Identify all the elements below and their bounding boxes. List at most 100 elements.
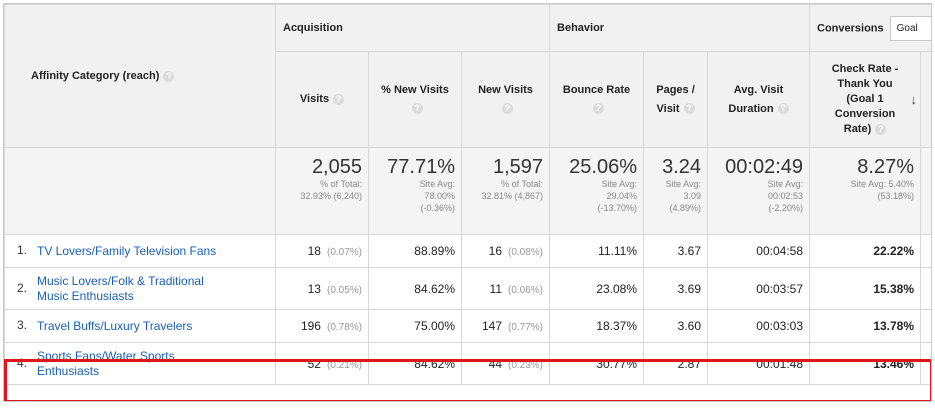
pages-cell: 3.69 [643,267,709,310]
arrow-down-icon[interactable]: ↓ [910,92,918,107]
question-icon[interactable]: ? [411,103,423,115]
new-visits-header-label: New Visits [478,83,533,96]
bounce-cell: 23.08% [549,267,645,310]
pages-cell: 3.67 [643,234,709,268]
pages-cell: 3.60 [643,309,709,343]
question-icon[interactable]: ? [777,103,789,115]
check-rate-cell: 15.38% [809,267,922,310]
pct-new-visits-header-label: % New Visits [381,83,449,96]
new-visits-cell: 44 (0.23%) [460,342,551,385]
total-pages-sub1: Site Avg: [665,179,702,189]
row-number: 1. [17,243,28,258]
visits-cell: 52 (0.21%) [275,342,369,385]
avg-visit-duration-column-header[interactable]: Avg. Visit Duration? [707,51,811,148]
new-visits-cell: 11 (0.06%) [460,267,551,310]
pct-new-cell: 84.62% [368,342,462,385]
visits-cell: 196 (0.78%) [275,309,369,343]
total-new-visits-sub1: % of Total: [501,179,544,189]
check-rate-label-4: Conversion [834,108,896,120]
check-rate-column-header[interactable]: Check Rate - Thank You (Goal 1 Conversio… [809,51,922,148]
total-visits-sub1: % of Total: [320,179,362,189]
total-duration-sub1: Site Avg: [767,179,804,189]
total-bounce-value: 25.06% [569,156,638,178]
category-name: Sports Fans/Water Sports [37,348,175,363]
check-rate-label-2: Thank You [837,78,893,90]
visits-column-header[interactable]: Visits? [275,51,369,148]
total-duration-sub3: (-2.20%) [768,203,804,213]
visits-header-label: Visits [299,93,330,105]
question-icon[interactable]: ? [333,93,345,105]
category-link[interactable]: Sports Fans/Water Sports Enthusiasts [37,349,175,379]
total-pct-new-visits: 77.71% Site Avg: 78.00% (-0.36%) [368,147,462,235]
pct-new-visits-column-header[interactable]: % New Visits? [368,51,462,148]
total-visits-sub2: 32.93% (6,240) [300,191,362,201]
total-pct-new-value: 77.71% [387,156,455,178]
total-duration-value: 00:02:49 [725,156,804,178]
new-visits-pct: (0.23%) [508,359,544,371]
row-number: 3. [17,318,28,333]
new-visits-value: 44 [488,356,502,371]
new-visits-column-header[interactable]: New Visits? [460,51,551,148]
question-icon[interactable]: ? [502,103,513,115]
total-pages-sub3: (4.89%) [669,203,702,213]
affinity-category-label: Affinity Category (reach) [31,70,160,82]
visits-pct: (0.21%) [326,359,362,371]
category-name: Travel Buffs/Luxury Travelers [37,318,193,333]
affinity-report-table: Affinity Category (reach)? Acquisition B… [4,4,931,385]
visits-value: 196 [300,319,321,333]
row-name-cell: 3. Travel Buffs/Luxury Travelers [4,309,276,343]
check-rate-label-1: Check Rate - [831,63,899,75]
visits-value: 52 [307,356,321,371]
duration-cell: 00:03:57 [707,267,811,310]
behavior-group-header: Behavior [549,4,811,52]
avg-duration-header-label-2: Duration [728,102,774,115]
category-link[interactable]: TV Lovers/Family Television Fans [37,244,216,259]
bounce-cell: 18.37% [549,309,645,343]
bounce-rate-column-header[interactable]: Bounce Rate? [549,51,645,148]
total-check-sub2: (53.18%) [877,191,915,201]
pages-visit-column-header[interactable]: Pages / Visit? [643,51,709,148]
category-name-line2: Enthusiasts [37,363,100,378]
category-link[interactable]: Travel Buffs/Luxury Travelers [37,319,192,334]
conversions-label: Conversions [817,21,884,34]
question-icon[interactable]: ? [683,103,695,115]
goal-select[interactable]: Goal [889,15,931,41]
total-pages-visit: 3.24 Site Avg: 3.09 (4.89%) [643,147,709,235]
pct-new-cell: 88.89% [368,234,462,268]
extra-cell [920,234,931,268]
new-visits-pct: (0.08%) [508,247,544,258]
duration-cell: 00:01:48 [707,342,811,385]
total-pct-new-sub3: (-0.36%) [420,203,455,213]
total-bounce-sub1: Site Avg: [601,179,638,189]
analytics-table-frame: Affinity Category (reach)? Acquisition B… [3,3,932,402]
category-link[interactable]: Music Lovers/Folk & Traditional Music Ent… [37,274,204,304]
total-avg-duration: 00:02:49 Site Avg: 00:02:53 (-2.20%) [707,147,811,235]
row-name-cell: 4. Sports Fans/Water Sports Enthusiasts [4,342,276,385]
total-check-sub1: Site Avg: 5.40% [850,179,915,189]
pct-new-cell: 75.00% [368,309,462,343]
conversions-group-header: Conversions Goal [809,4,931,52]
affinity-category-header[interactable]: Affinity Category (reach)? [4,4,276,148]
question-icon[interactable]: ? [875,123,887,135]
table-row: 3. Travel Buffs/Luxury Travelers 196 (0.78… [4,309,931,343]
bounce-cell: 30.77% [549,342,645,385]
total-bounce-rate: 25.06% Site Avg: 29.04% (-13.70%) [549,147,645,235]
total-bounce-sub3: (-13.70%) [597,203,638,213]
duration-cell: 00:04:58 [707,234,811,268]
new-visits-pct: (0.06%) [508,284,544,296]
check-rate-cell: 13.78% [809,309,922,343]
row-number: 4. [17,355,28,370]
total-new-visits: 1,597 % of Total: 32.81% (4,867) [460,147,551,235]
new-visits-value: 16 [488,244,502,258]
category-name: TV Lovers/Family Television Fans [37,243,217,258]
question-icon[interactable]: ? [593,103,605,115]
extra-cell [920,309,931,343]
new-visits-value: 11 [489,281,502,296]
question-icon[interactable]: ? [163,70,175,82]
total-new-visits-sub2: 32.81% (4,867) [481,191,544,201]
visits-value: 13 [307,281,321,296]
category-name-line2: Music Enthusiasts [37,288,134,303]
category-name: Music Lovers/Folk & Traditional [37,273,204,288]
total-bounce-sub2: 29.04% [606,191,638,201]
extra-column-header [920,51,931,148]
